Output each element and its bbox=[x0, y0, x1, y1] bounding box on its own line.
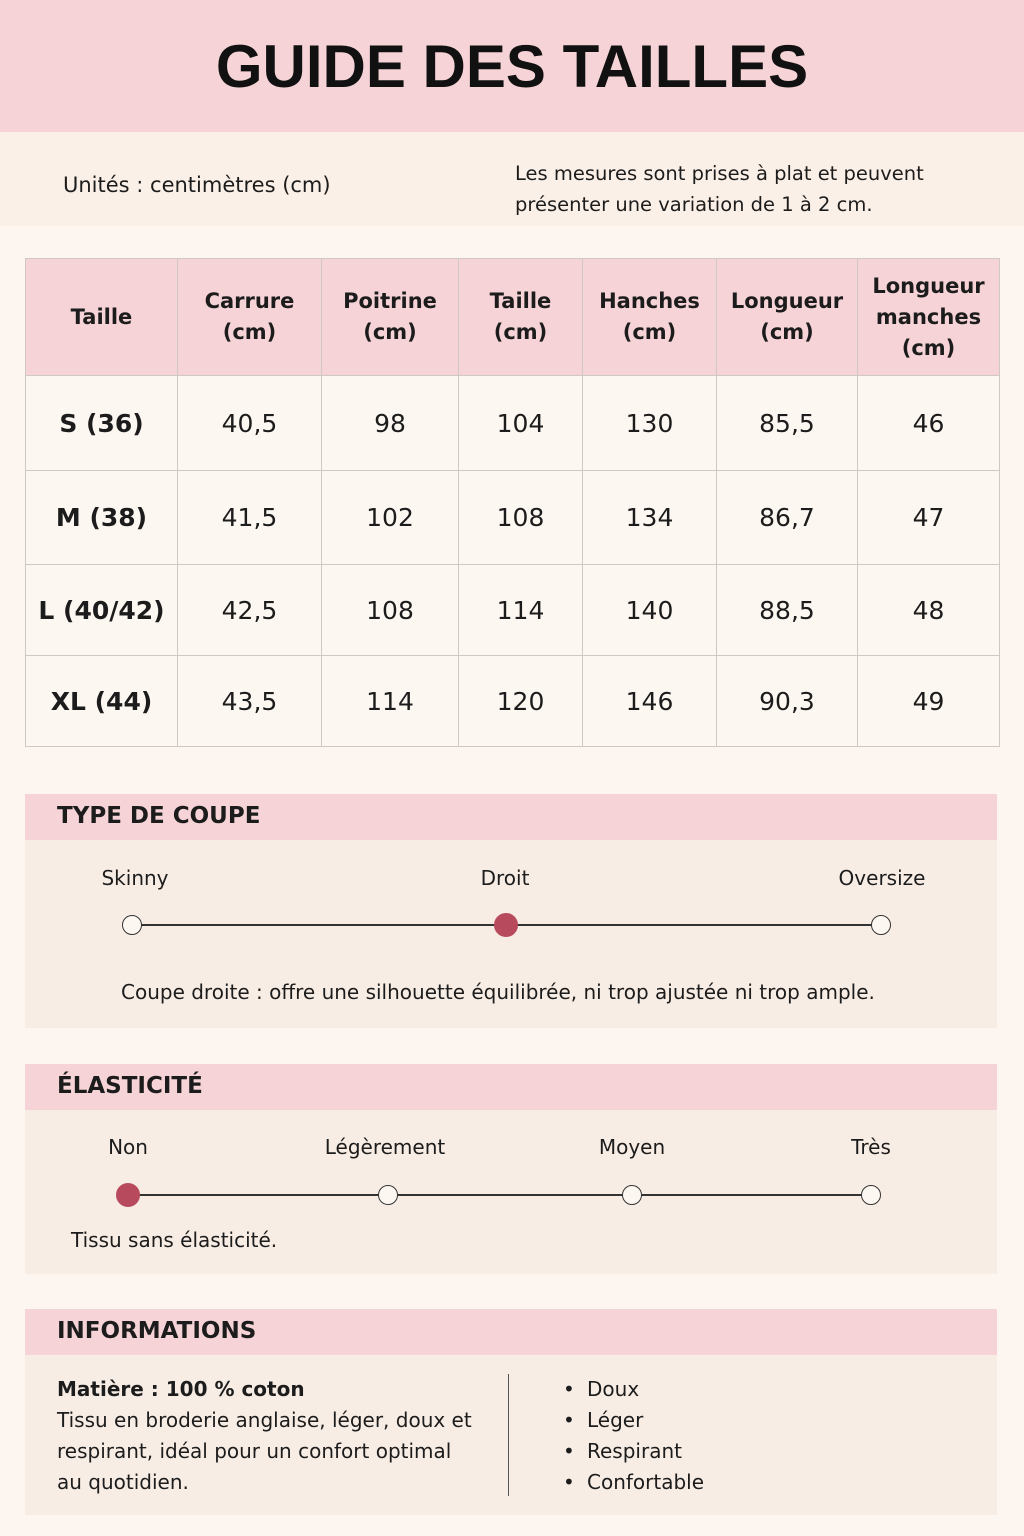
table-cell: 130 bbox=[582, 375, 717, 471]
table-cell: 49 bbox=[857, 655, 1000, 747]
fit-description: Coupe droite : offre une silhouette équi… bbox=[121, 980, 875, 1004]
column-header-chest: Poitrine (cm) bbox=[321, 258, 459, 376]
table-row: L (40/42) 42,5 108 114 140 88,5 48 bbox=[25, 564, 1000, 656]
elasticity-section-header: ÉLASTICITÉ bbox=[25, 1064, 997, 1110]
elasticity-section-body bbox=[25, 1110, 997, 1274]
column-header-size: Taille bbox=[25, 258, 178, 376]
table-cell: 40,5 bbox=[177, 375, 322, 471]
table-cell: 85,5 bbox=[716, 375, 858, 471]
elasticity-description: Tissu sans élasticité. bbox=[71, 1228, 278, 1252]
table-row: S (36) 40,5 98 104 130 85,5 46 bbox=[25, 375, 1000, 471]
list-item: Confortable bbox=[563, 1467, 704, 1498]
size-table: Taille Carrure (cm) Poitrine (cm) Taille… bbox=[25, 258, 1000, 747]
material-title: Matière : 100 % coton bbox=[57, 1377, 305, 1401]
info-section-title: INFORMATIONS bbox=[57, 1318, 257, 1344]
feature-list: Doux Léger Respirant Confortable bbox=[563, 1374, 704, 1498]
table-header-row: Taille Carrure (cm) Poitrine (cm) Taille… bbox=[25, 258, 1000, 376]
fit-section-header: TYPE DE COUPE bbox=[25, 794, 997, 840]
table-cell: 134 bbox=[582, 470, 717, 565]
list-item: Respirant bbox=[563, 1436, 704, 1467]
table-cell: 43,5 bbox=[177, 655, 322, 747]
info-section-header: INFORMATIONS bbox=[25, 1309, 997, 1355]
info-section-body bbox=[25, 1355, 997, 1515]
table-cell: 108 bbox=[321, 564, 459, 656]
elasticity-option-slight: Légèrement bbox=[324, 1135, 446, 1159]
table-cell: 104 bbox=[458, 375, 583, 471]
elasticity-option-medium: Moyen bbox=[598, 1135, 666, 1159]
material-description: Tissu en broderie anglaise, léger, doux … bbox=[57, 1408, 472, 1494]
table-cell: 114 bbox=[458, 564, 583, 656]
list-item: Léger bbox=[563, 1405, 704, 1436]
elasticity-option-very: Très bbox=[851, 1135, 891, 1159]
table-cell: 120 bbox=[458, 655, 583, 747]
table-cell: 140 bbox=[582, 564, 717, 656]
fit-option-oversize: Oversize bbox=[838, 866, 926, 890]
column-header-sleeve-length: Longueur manches (cm) bbox=[857, 258, 1000, 376]
table-cell: 46 bbox=[857, 375, 1000, 471]
elasticity-section-title: ÉLASTICITÉ bbox=[57, 1073, 203, 1099]
table-cell: S (36) bbox=[25, 375, 178, 471]
fit-option-skinny: Skinny bbox=[101, 866, 169, 890]
table-row: XL (44) 43,5 114 120 146 90,3 49 bbox=[25, 655, 1000, 747]
elasticity-dot-slight[interactable] bbox=[378, 1185, 398, 1205]
table-cell: 48 bbox=[857, 564, 1000, 656]
fit-dot-straight-selected[interactable] bbox=[494, 913, 518, 937]
table-cell: 90,3 bbox=[716, 655, 858, 747]
table-row: M (38) 41,5 102 108 134 86,7 47 bbox=[25, 470, 1000, 565]
table-cell: 102 bbox=[321, 470, 459, 565]
table-cell: 86,7 bbox=[716, 470, 858, 565]
material-block: Matière : 100 % coton Tissu en broderie … bbox=[57, 1374, 477, 1498]
table-cell: 108 bbox=[458, 470, 583, 565]
column-header-length: Longueur (cm) bbox=[716, 258, 858, 376]
units-label: Unités : centimètres (cm) bbox=[63, 173, 331, 197]
table-cell: 98 bbox=[321, 375, 459, 471]
elasticity-dot-very[interactable] bbox=[861, 1185, 881, 1205]
table-cell: 41,5 bbox=[177, 470, 322, 565]
fit-dot-skinny[interactable] bbox=[122, 915, 142, 935]
table-cell: 146 bbox=[582, 655, 717, 747]
intro-band bbox=[0, 132, 1024, 226]
table-cell: 42,5 bbox=[177, 564, 322, 656]
list-item: Doux bbox=[563, 1374, 704, 1405]
info-divider bbox=[508, 1374, 509, 1496]
elasticity-dot-medium[interactable] bbox=[622, 1185, 642, 1205]
table-cell: L (40/42) bbox=[25, 564, 178, 656]
elasticity-scale-line bbox=[128, 1194, 872, 1196]
column-header-hips: Hanches (cm) bbox=[582, 258, 717, 376]
page-title: GUIDE DES TAILLES bbox=[215, 32, 809, 100]
column-header-waist: Taille (cm) bbox=[458, 258, 583, 376]
table-cell: XL (44) bbox=[25, 655, 178, 747]
table-cell: 47 bbox=[857, 470, 1000, 565]
fit-option-straight: Droit bbox=[480, 866, 530, 890]
fit-dot-oversize[interactable] bbox=[871, 915, 891, 935]
table-cell: 88,5 bbox=[716, 564, 858, 656]
elasticity-dot-none-selected[interactable] bbox=[116, 1183, 140, 1207]
fit-section-title: TYPE DE COUPE bbox=[57, 803, 261, 829]
table-cell: 114 bbox=[321, 655, 459, 747]
table-cell: M (38) bbox=[25, 470, 178, 565]
elasticity-option-none: Non bbox=[108, 1135, 148, 1159]
column-header-shoulders: Carrure (cm) bbox=[177, 258, 322, 376]
page-header: GUIDE DES TAILLES bbox=[0, 0, 1024, 132]
measurement-note: Les mesures sont prises à plat et peuven… bbox=[515, 162, 924, 216]
